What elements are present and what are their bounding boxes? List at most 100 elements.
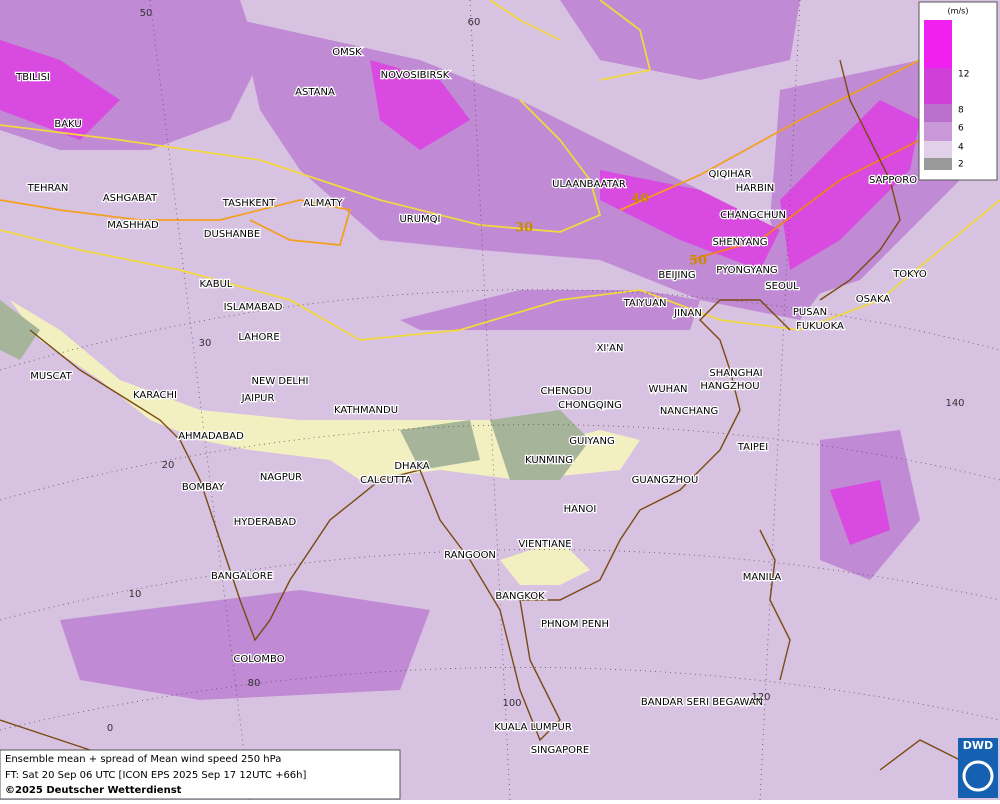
city-label: XI'AN xyxy=(597,343,624,354)
legend-label: 8 xyxy=(958,106,964,116)
city-label: NANCHANG xyxy=(660,406,718,417)
legend-swatch xyxy=(924,104,952,122)
city-label: NAGPUR xyxy=(260,472,302,483)
footer-box xyxy=(0,749,401,800)
city-label: OSAKA xyxy=(856,294,891,305)
city-label: OMSK xyxy=(332,47,362,58)
city-label: TOKYO xyxy=(892,269,927,280)
city-label: TAIPEI xyxy=(737,442,768,453)
graticule-label: 50 xyxy=(140,8,153,19)
city-label: SAPPORO xyxy=(869,175,917,186)
city-label: BANDAR SERI BEGAWAN xyxy=(641,697,763,708)
graticule-label: 10 xyxy=(129,589,142,600)
city-label: BAKU xyxy=(54,119,81,130)
city-label: URUMQI xyxy=(399,214,440,225)
graticule-label: 80 xyxy=(248,678,261,689)
footer: Ensemble mean + spread of Mean wind spee… xyxy=(0,749,401,800)
legend-label: 6 xyxy=(958,124,964,134)
city-label: CHENGDU xyxy=(540,386,591,397)
legend-swatch xyxy=(924,68,952,104)
city-label: NOVOSIBIRSK xyxy=(381,70,450,81)
graticule-label: 140 xyxy=(945,398,964,409)
city-label: PHNOM PENH xyxy=(541,619,609,630)
city-label: SHENYANG xyxy=(712,237,767,248)
logo-box xyxy=(958,738,998,798)
city-label: GUANGZHOU xyxy=(632,475,699,486)
legend-label: 4 xyxy=(958,143,964,153)
graticule-label: 60 xyxy=(468,17,481,28)
city-label: HANGZHOU xyxy=(700,381,759,392)
legend-swatch xyxy=(924,141,952,158)
city-label: ALMATY xyxy=(303,198,343,209)
city-label: TEHRAN xyxy=(27,183,69,194)
graticule-label: 120 xyxy=(751,692,770,703)
city-label: COLOMBO xyxy=(233,654,284,665)
city-label: CALCUTTA xyxy=(360,475,412,486)
legend-labels: 12 8 6 4 2 xyxy=(958,70,969,170)
city-label: PYONGYANG xyxy=(716,265,777,276)
city-label: VIENTIANE xyxy=(518,539,571,550)
city-label: KATHMANDU xyxy=(334,405,398,416)
city-label: AHMADABAD xyxy=(178,431,244,442)
isotach-label: 50 xyxy=(689,254,707,269)
city-label: BEIJING xyxy=(658,270,695,281)
city-label: HANOI xyxy=(564,504,597,515)
city-label: BANGKOK xyxy=(495,591,545,602)
isotachs xyxy=(0,0,1000,341)
footer-copyright: ©2025 Deutscher Wetterdienst xyxy=(5,785,182,796)
city-label: MUSCAT xyxy=(30,371,72,382)
terrain xyxy=(10,300,640,585)
city-label: QIQIHAR xyxy=(709,169,752,180)
city-label: TAIYUAN xyxy=(623,298,667,309)
legend-title: (m/s) xyxy=(948,7,969,16)
city-label: ASTANA xyxy=(295,87,335,98)
graticule-label: 0 xyxy=(107,723,113,734)
isotach-label: 30 xyxy=(515,221,533,236)
isotach-label: 40 xyxy=(631,192,649,207)
footer-line: FT: Sat 20 Sep 06 UTC [ICON EPS 2025 Sep… xyxy=(5,770,307,781)
city-label: HYDERABAD xyxy=(234,517,297,528)
graticule-label: 30 xyxy=(199,338,212,349)
legend-swatch xyxy=(924,122,952,141)
city-label: SINGAPORE xyxy=(531,745,590,756)
city-label: MASHHAD xyxy=(107,220,159,231)
wind-fields-strong xyxy=(0,40,920,545)
city-label: JINAN xyxy=(673,308,702,319)
city-label: KABUL xyxy=(200,279,233,290)
city-label: GUIYANG xyxy=(569,436,614,447)
legend-swatch xyxy=(924,158,952,170)
city-label: LAHORE xyxy=(238,332,279,343)
city-label: PUSAN xyxy=(793,307,827,318)
city-label: TASHKENT xyxy=(222,198,276,209)
city-label: KARACHI xyxy=(133,390,177,401)
city-label: SEOUL xyxy=(765,281,799,292)
legend: (m/s) 12 8 6 4 2 xyxy=(918,1,998,181)
footer-line: Ensemble mean + spread of Mean wind spee… xyxy=(5,754,281,765)
city-label: NEW DELHI xyxy=(252,376,309,387)
city-label: BANGALORE xyxy=(211,571,273,582)
city-label: KUALA LUMPUR xyxy=(494,722,572,733)
labels: TBILISI BAKU OMSK NOVOSIBIRSK ASTANA TEHRAN AS… xyxy=(14,8,965,757)
city-label: DHAKA xyxy=(394,461,429,472)
logo-icon xyxy=(962,760,994,792)
city-label: SHANGHAI xyxy=(709,368,762,379)
city-label: TBILISI xyxy=(15,72,50,83)
graticule-label: 20 xyxy=(162,460,175,471)
city-label: MANILA xyxy=(743,572,782,583)
logo: DWD xyxy=(958,738,998,798)
terrain-high xyxy=(0,300,590,480)
city-label: CHANGCHUN xyxy=(720,210,786,221)
graticule-label: 100 xyxy=(502,698,521,709)
legend-swatch xyxy=(924,20,952,68)
logo-text: DWD xyxy=(963,739,993,752)
city-label: DUSHANBE xyxy=(204,229,260,240)
city-label: FUKUOKA xyxy=(796,321,844,332)
legend-label: 12 xyxy=(958,70,969,80)
city-label: CHONGQING xyxy=(558,400,622,411)
city-label: BOMBAY xyxy=(182,482,225,493)
legend-label: 2 xyxy=(958,160,964,170)
city-label: WUHAN xyxy=(648,384,687,395)
city-label: ISLAMABAD xyxy=(224,302,283,313)
